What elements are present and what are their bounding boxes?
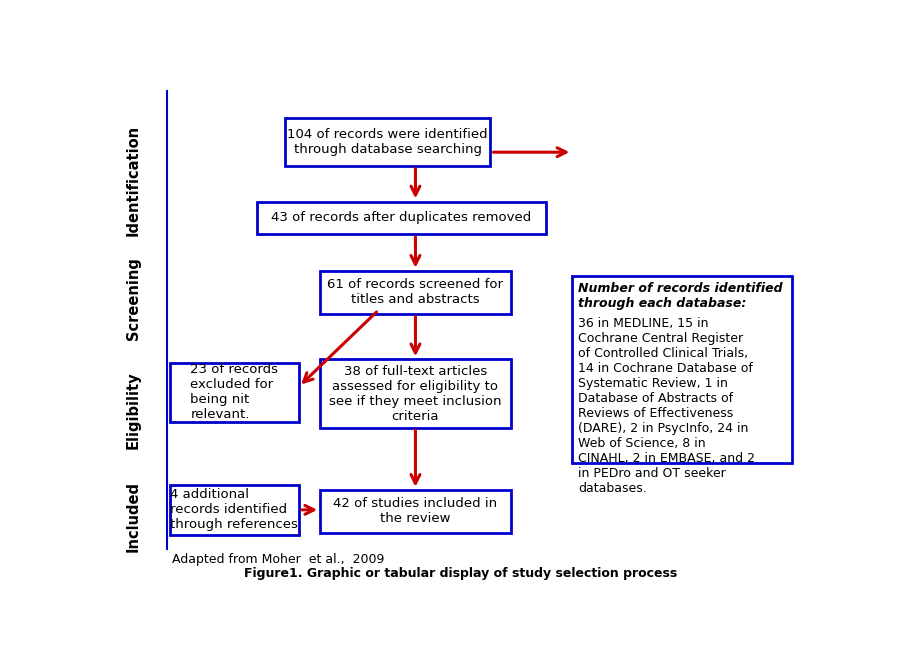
FancyBboxPatch shape [573,276,792,463]
FancyBboxPatch shape [170,485,298,535]
Text: 104 of records were identified
through database searching: 104 of records were identified through d… [288,128,488,156]
Text: 23 of records
excluded for
being nit
relevant.: 23 of records excluded for being nit rel… [191,363,279,422]
Text: 61 of records screened for
titles and abstracts: 61 of records screened for titles and ab… [327,279,503,306]
FancyBboxPatch shape [320,271,512,314]
Text: Included: Included [126,481,141,552]
FancyBboxPatch shape [257,202,546,235]
Text: 4 additional
records identified
through references: 4 additional records identified through … [171,488,298,532]
Text: Identification: Identification [126,124,141,236]
Text: Screening: Screening [126,258,141,340]
Text: 42 of studies included in
the review: 42 of studies included in the review [334,497,497,526]
FancyBboxPatch shape [320,490,512,533]
Text: 38 of full-text articles
assessed for eligibility to
see if they meet inclusion
: 38 of full-text articles assessed for el… [329,365,502,422]
Text: Number of records identified
through each database:: Number of records identified through eac… [578,283,782,310]
Text: Adapted from Moher  et al.,  2009: Adapted from Moher et al., 2009 [172,553,384,566]
FancyBboxPatch shape [320,359,512,428]
Text: Figure1. Graphic or tabular display of study selection process: Figure1. Graphic or tabular display of s… [245,567,677,579]
Text: Eligibility: Eligibility [126,371,141,449]
FancyBboxPatch shape [170,363,298,422]
Text: 43 of records after duplicates removed: 43 of records after duplicates removed [271,212,531,225]
Text: 36 in MEDLINE, 15 in
Cochrane Central Register
of Controlled Clinical Trials,
14: 36 in MEDLINE, 15 in Cochrane Central Re… [578,317,755,495]
FancyBboxPatch shape [285,118,490,166]
